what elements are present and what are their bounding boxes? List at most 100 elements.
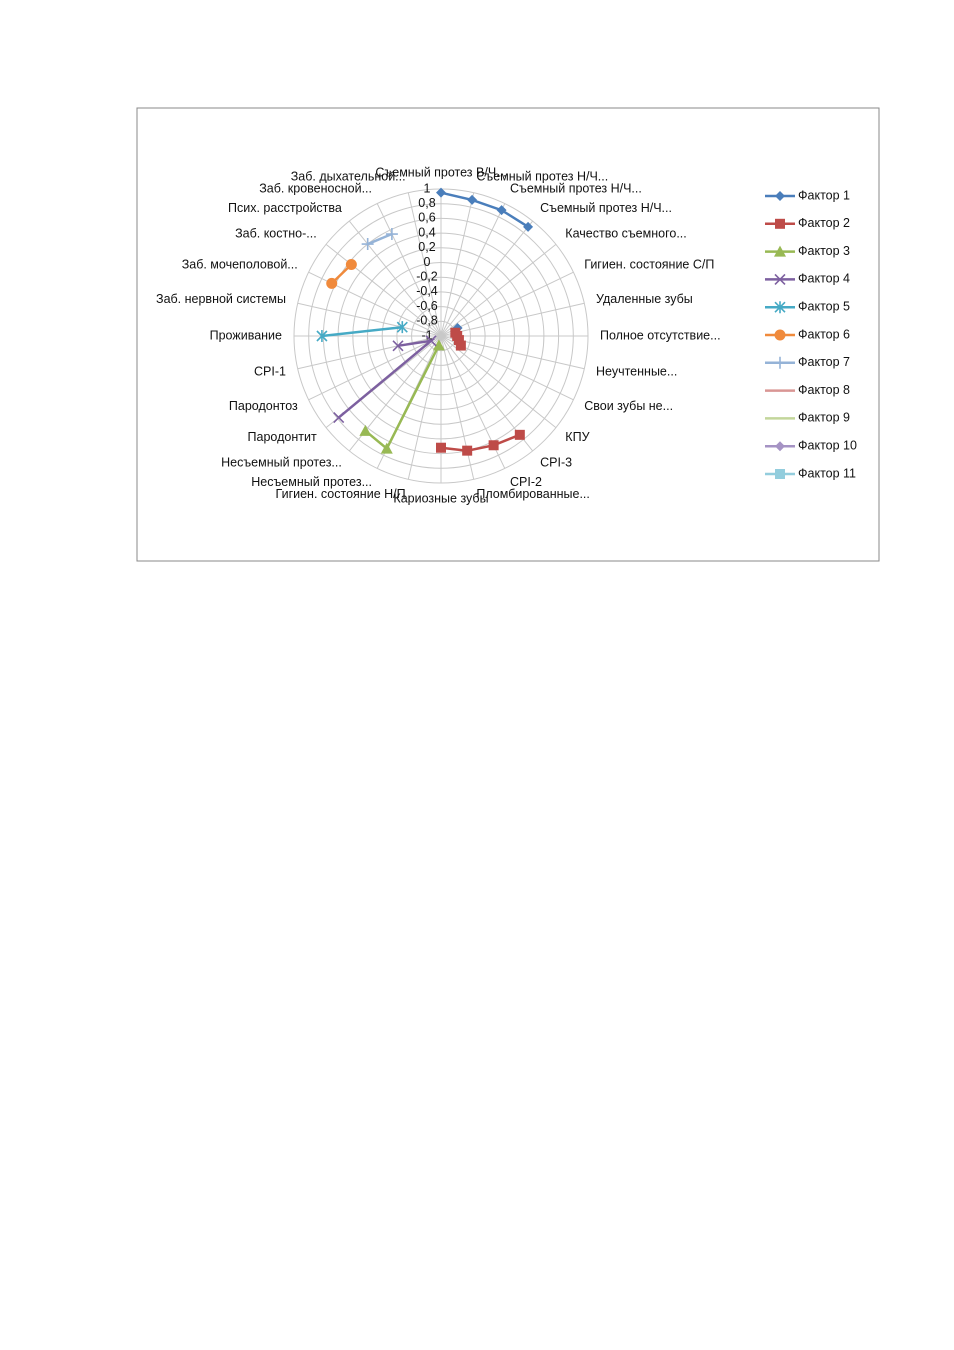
marker bbox=[436, 442, 446, 453]
marker bbox=[774, 329, 786, 341]
spoke bbox=[440, 192, 475, 337]
category-label: Гигиен. состояние С/П bbox=[584, 258, 714, 272]
y-tick-label: 0,8 bbox=[418, 196, 435, 210]
category-label: Пародонтит bbox=[248, 430, 317, 444]
category-label: Неучтенные... bbox=[596, 365, 677, 379]
spoke bbox=[440, 271, 574, 337]
marker bbox=[359, 424, 372, 436]
y-tick-label: -0,8 bbox=[416, 314, 438, 328]
spoke bbox=[440, 220, 534, 337]
category-label: Заб. кровеносной... bbox=[259, 181, 372, 195]
spoke bbox=[376, 203, 442, 337]
marker bbox=[396, 321, 408, 334]
marker bbox=[333, 412, 345, 424]
legend-label: Фактор 6 bbox=[798, 327, 850, 341]
spoke bbox=[348, 220, 442, 337]
y-tick-label: 0,2 bbox=[418, 240, 435, 254]
category-label: КПУ bbox=[565, 430, 589, 444]
category-label: Заб. нервной системы bbox=[156, 292, 286, 306]
category-label: Съемный протез Н/Ч... bbox=[476, 169, 608, 183]
legend-label: Фактор 4 bbox=[798, 272, 850, 286]
marker bbox=[425, 335, 437, 347]
marker bbox=[774, 356, 786, 369]
marker bbox=[385, 228, 398, 241]
category-label: Съемный протез В/Ч... bbox=[375, 165, 506, 179]
series bbox=[361, 228, 398, 251]
category-label: Псих. расстройства bbox=[228, 201, 342, 215]
series bbox=[316, 321, 408, 342]
marker bbox=[774, 301, 786, 314]
marker bbox=[453, 335, 464, 346]
marker bbox=[775, 191, 785, 201]
chart-frame bbox=[136, 107, 880, 562]
marker bbox=[774, 273, 786, 285]
legend-label: Фактор 9 bbox=[798, 411, 850, 425]
category-label: CPI-3 bbox=[540, 456, 572, 470]
spoke bbox=[440, 203, 506, 337]
spoke bbox=[325, 243, 442, 337]
marker bbox=[462, 445, 473, 456]
legend-label: Фактор 11 bbox=[798, 466, 856, 480]
series bbox=[359, 339, 445, 454]
category-label: CPI-2 bbox=[510, 475, 542, 489]
marker bbox=[432, 339, 445, 351]
marker bbox=[392, 340, 404, 352]
marker bbox=[467, 194, 478, 205]
legend-label: Фактор 2 bbox=[798, 216, 850, 230]
marker bbox=[326, 277, 338, 289]
marker bbox=[436, 187, 446, 198]
spoke bbox=[440, 335, 557, 429]
marker bbox=[775, 441, 785, 452]
y-tick-label: 0 bbox=[424, 255, 431, 269]
category-label: Несъемный протез... bbox=[221, 456, 342, 470]
y-tick-label: -1 bbox=[421, 328, 432, 342]
category-label: CPI-1 bbox=[254, 365, 286, 379]
legend-label: Фактор 7 bbox=[798, 355, 850, 369]
category-label: Заб. дыхательной... bbox=[291, 169, 406, 183]
category-label: Кариозные зубы bbox=[393, 491, 488, 505]
y-tick-label: -0,2 bbox=[416, 269, 438, 283]
category-label: Пломбированные... bbox=[476, 487, 589, 501]
spoke bbox=[440, 302, 585, 337]
marker bbox=[496, 205, 507, 216]
spoke bbox=[407, 192, 442, 337]
marker bbox=[774, 245, 786, 257]
spoke bbox=[297, 335, 442, 370]
marker bbox=[345, 259, 357, 271]
series bbox=[326, 259, 357, 289]
marker bbox=[514, 429, 525, 440]
y-tick-label: -0,6 bbox=[416, 299, 438, 313]
spoke bbox=[308, 335, 442, 401]
category-label: Заб. мочеполовой... bbox=[182, 258, 298, 272]
category-label: Гигиен. состояние Н/П bbox=[276, 487, 406, 501]
category-label: Съемный протез Н/Ч... bbox=[540, 201, 672, 215]
legend-label: Фактор 3 bbox=[798, 244, 850, 258]
category-label: Заб. костно-... bbox=[235, 227, 317, 241]
category-label: Проживание bbox=[210, 328, 282, 342]
legend-label: Фактор 1 bbox=[798, 188, 850, 202]
marker bbox=[523, 221, 534, 232]
marker bbox=[775, 218, 785, 229]
series bbox=[436, 327, 525, 456]
category-label: Свои зубы не... bbox=[584, 399, 673, 413]
series-line bbox=[321, 325, 403, 338]
series-line bbox=[367, 232, 393, 246]
category-label: Пародонтоз bbox=[229, 399, 298, 413]
marker bbox=[380, 442, 393, 454]
marker bbox=[775, 469, 785, 479]
legend-label: Фактор 5 bbox=[798, 299, 850, 313]
spoke bbox=[297, 302, 442, 337]
category-label: Полное отсутствие... bbox=[600, 328, 721, 342]
legend-label: Фактор 8 bbox=[798, 383, 850, 397]
category-label: Съемный протез Н/Ч... bbox=[510, 181, 642, 195]
marker bbox=[361, 238, 374, 251]
category-label: Удаленные зубы bbox=[596, 292, 693, 306]
marker bbox=[316, 330, 328, 342]
legend-label: Фактор 10 bbox=[798, 438, 857, 452]
marker bbox=[488, 440, 499, 451]
marker bbox=[455, 340, 466, 351]
spoke bbox=[407, 335, 442, 480]
spoke bbox=[440, 243, 557, 337]
